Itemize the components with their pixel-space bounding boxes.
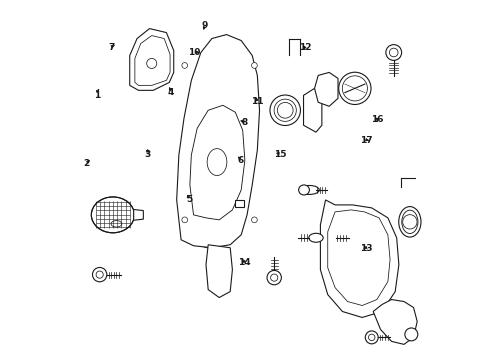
Circle shape <box>251 63 257 68</box>
Circle shape <box>182 63 187 68</box>
Text: 7: 7 <box>108 43 115 52</box>
Ellipse shape <box>111 221 122 227</box>
Ellipse shape <box>398 207 420 237</box>
Circle shape <box>388 48 397 57</box>
Circle shape <box>385 45 401 60</box>
Circle shape <box>92 267 106 282</box>
Text: 10: 10 <box>188 48 200 57</box>
Ellipse shape <box>308 233 323 242</box>
Text: 17: 17 <box>359 136 372 145</box>
Ellipse shape <box>342 76 366 101</box>
Text: 4: 4 <box>167 87 174 96</box>
Circle shape <box>325 235 332 241</box>
Circle shape <box>277 102 292 118</box>
Circle shape <box>365 331 377 344</box>
Polygon shape <box>176 35 259 248</box>
Text: 3: 3 <box>144 150 150 159</box>
Circle shape <box>270 274 277 281</box>
Text: 6: 6 <box>237 156 244 165</box>
Text: 11: 11 <box>250 96 263 105</box>
Polygon shape <box>303 88 321 132</box>
Circle shape <box>402 215 416 229</box>
Text: 12: 12 <box>299 43 311 52</box>
Text: 2: 2 <box>83 159 90 168</box>
Text: 14: 14 <box>238 258 250 267</box>
Ellipse shape <box>338 72 370 104</box>
Circle shape <box>322 231 335 244</box>
Circle shape <box>96 271 103 278</box>
Ellipse shape <box>273 99 296 121</box>
Polygon shape <box>372 300 416 345</box>
Text: 9: 9 <box>202 21 208 30</box>
Polygon shape <box>320 200 398 318</box>
Text: 16: 16 <box>370 114 383 123</box>
Ellipse shape <box>91 197 134 233</box>
Circle shape <box>404 328 417 341</box>
Polygon shape <box>135 36 170 85</box>
Polygon shape <box>314 72 337 106</box>
Ellipse shape <box>207 149 226 176</box>
Text: 5: 5 <box>185 195 192 204</box>
Polygon shape <box>189 105 244 220</box>
Text: 8: 8 <box>241 118 247 127</box>
Ellipse shape <box>298 185 309 195</box>
Circle shape <box>368 334 374 341</box>
Circle shape <box>182 217 187 223</box>
FancyBboxPatch shape <box>235 200 244 207</box>
Circle shape <box>146 58 157 68</box>
Polygon shape <box>129 28 173 90</box>
Text: 13: 13 <box>360 244 372 253</box>
Circle shape <box>251 217 257 223</box>
Polygon shape <box>133 210 143 220</box>
Ellipse shape <box>299 185 319 194</box>
Ellipse shape <box>269 95 300 126</box>
Polygon shape <box>205 245 232 298</box>
Ellipse shape <box>194 208 221 248</box>
Text: 15: 15 <box>274 150 286 159</box>
Ellipse shape <box>401 210 417 234</box>
Circle shape <box>266 270 281 285</box>
Text: 1: 1 <box>93 91 100 100</box>
